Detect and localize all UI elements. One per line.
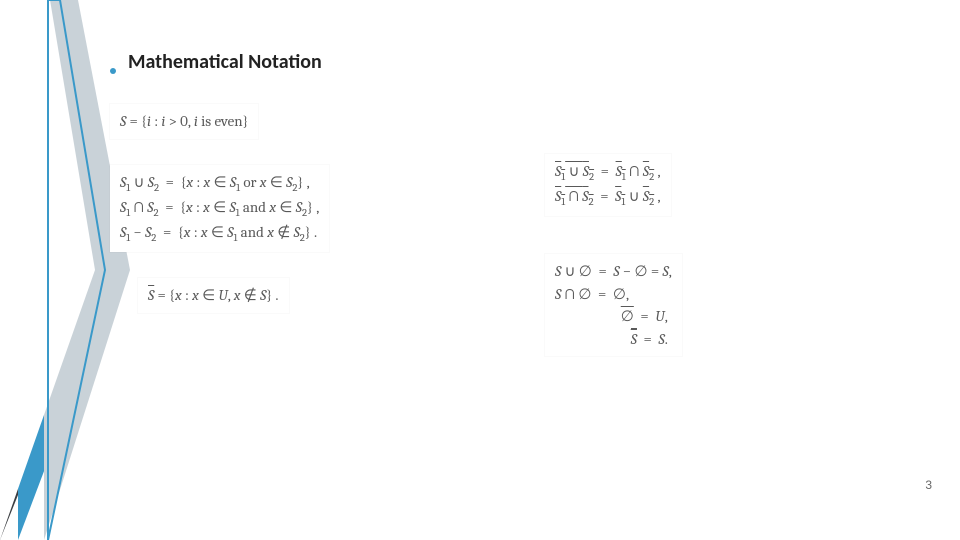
eq-set-operations: S1 ∪ S2 = {x : x ∈ S1 or x ∈ S2} , S1 ∩ … [110, 165, 329, 253]
eq-intersect: S1 ∩ S2 = {x : x ∈ S1 and x ∈ S2} , [120, 196, 319, 221]
page-number: 3 [925, 478, 932, 492]
title-row: Mathematical Notation [110, 50, 940, 74]
eq-complement: S = {x : x ∈ U, x ∉ S} . [138, 278, 289, 313]
left-column: S = {i : i > 0, i is even} S1 ∪ S2 = {x … [110, 104, 505, 356]
eq-union: S1 ∪ S2 = {x : x ∈ S1 or x ∈ S2} , [120, 171, 319, 196]
eq-set-builder: S = {i : i > 0, i is even} [110, 104, 258, 139]
eq-demorgan: S1 ∪ S2 = S1 ∩ S2 , S1 ∩ S2 = S1 ∪ S2 , [545, 154, 671, 216]
slide-title: Mathematical Notation [128, 50, 322, 74]
eq-empty-comp: ∅ = U, [555, 305, 672, 328]
eq-empty-union: S ∪ ∅ = S − ∅ = S, [555, 260, 672, 283]
bullet-icon [110, 68, 116, 74]
slide-content: Mathematical Notation S = {i : i > 0, i … [110, 50, 940, 356]
eq-empty-set: S ∪ ∅ = S − ∅ = S, S ∩ ∅ = ∅, ∅ = U, S =… [545, 254, 682, 356]
eq-text: S = {x : x ∈ U, x ∉ S} . [148, 286, 279, 304]
eq-demorgan-1: S1 ∪ S2 = S1 ∩ S2 , [555, 160, 661, 185]
eq-empty-inter: S ∩ ∅ = ∅, [555, 283, 672, 306]
eq-double-comp: S = S. [555, 328, 672, 351]
equation-grid: S = {i : i > 0, i is even} S1 ∪ S2 = {x … [110, 104, 940, 356]
eq-demorgan-2: S1 ∩ S2 = S1 ∪ S2 , [555, 185, 661, 210]
eq-difference: S1 − S2 = {x : x ∈ S1 and x ∉ S2} . [120, 221, 319, 246]
right-column: S1 ∪ S2 = S1 ∩ S2 , S1 ∩ S2 = S1 ∪ S2 , … [545, 104, 940, 356]
eq-text: S = {i : i > 0, i is even} [120, 112, 248, 130]
